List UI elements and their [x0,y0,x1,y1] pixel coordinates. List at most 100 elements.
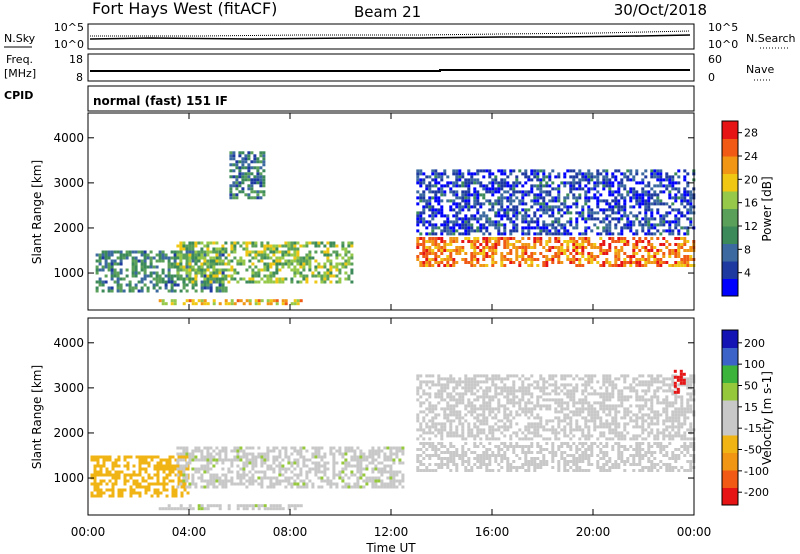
data-cell [344,482,348,486]
data-cell [180,479,184,483]
data-cell [539,193,543,197]
data-cell [497,410,501,414]
data-cell [605,226,609,230]
data-cell [662,454,666,457]
data-cell [632,232,636,236]
data-cell [554,237,558,240]
data-cell [419,217,423,221]
data-cell [182,286,186,290]
data-cell [473,255,477,258]
data-cell [215,268,219,272]
data-cell [503,190,507,194]
data-cell [257,446,261,450]
data-cell [503,442,507,445]
data-cell [569,431,573,435]
data-cell [527,178,531,182]
data-cell [245,244,249,248]
data-cell [293,473,297,477]
data-cell [620,205,624,209]
data-cell [584,202,588,206]
data-cell [491,205,495,209]
data-cell [119,283,123,287]
data-cell [518,445,522,448]
data-cell [488,454,492,457]
data-cell [209,280,213,284]
data-cell [527,190,531,194]
data-cell [455,386,459,390]
data-cell [551,205,555,209]
data-cell [584,380,588,384]
data-cell [99,491,103,495]
data-cell [179,274,183,278]
data-cell [530,457,534,460]
data-cell [608,249,612,252]
data-cell [572,395,576,399]
data-cell [383,452,387,456]
data-cell [668,466,672,469]
data-cell [287,476,291,480]
data-cell [119,259,123,263]
data-cell [338,452,342,456]
data-cell [509,199,513,203]
data-cell [362,485,366,489]
data-cell [269,449,273,453]
data-cell [488,425,492,429]
data-cell [506,407,510,411]
data-cell [272,458,276,462]
data-cell [476,454,480,457]
data-cell [437,181,441,185]
data-cell [209,476,213,480]
data-cell [455,178,459,182]
data-cell [590,374,594,378]
data-cell [632,463,636,466]
data-cell [503,383,507,387]
data-cell [377,467,381,471]
data-cell [461,196,465,200]
data-cell [611,448,615,451]
data-cell [443,398,447,402]
data-cell [470,428,474,432]
data-cell [263,458,267,462]
data-cell [620,451,624,454]
data-cell [521,226,525,230]
data-cell [575,187,579,191]
data-cell [144,461,148,465]
data-cell [416,460,420,463]
data-cell [284,302,288,306]
data-cell [206,268,210,272]
data-cell [431,184,435,188]
data-cell [479,223,483,227]
data-cell [542,383,546,387]
data-cell [533,220,537,224]
data-cell [419,199,423,203]
data-cell [548,172,552,176]
data-cell [332,461,336,465]
data-cell [221,482,225,486]
data-cell [437,422,441,426]
data-cell [476,398,480,402]
data-cell [518,398,522,402]
data-cell [599,249,603,252]
data-cell [269,244,273,248]
data-cell [569,190,573,194]
data-cell [452,386,456,390]
data-cell [662,243,666,246]
data-cell [668,232,672,236]
data-cell [395,485,399,489]
data-cell [209,265,213,269]
data-cell [188,452,192,456]
data-cell [458,454,462,457]
data-cell [168,455,172,459]
data-cell [677,255,681,258]
data-cell [302,461,306,465]
data-cell [488,428,492,432]
data-cell [626,169,630,173]
data-cell [197,458,201,462]
data-cell [539,445,543,448]
data-cell [584,401,588,405]
data-cell [473,217,477,221]
data-cell [188,277,192,281]
data-cell [593,410,597,414]
data-cell [602,240,606,243]
data-cell [638,261,642,264]
